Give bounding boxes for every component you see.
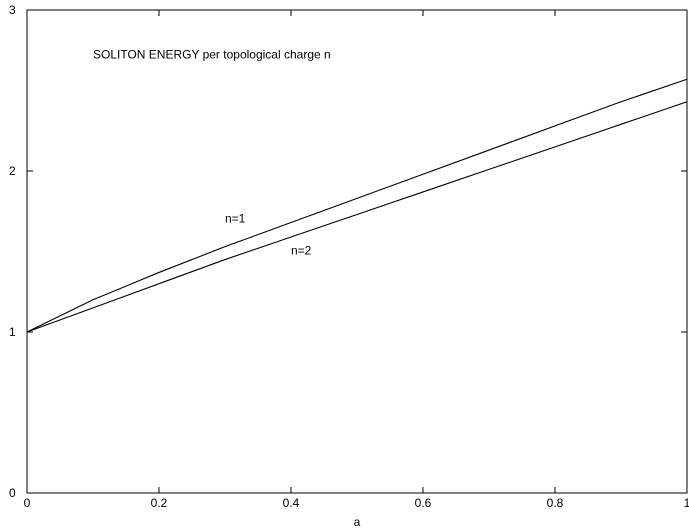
x-tick-label: 0 xyxy=(24,496,31,510)
x-tick-label: 0.4 xyxy=(283,496,300,510)
x-axis-ticks: 0 0.2 0.4 0.6 0.8 1 xyxy=(24,10,689,510)
series-annotation: n=1 xyxy=(225,212,246,226)
x-tick-label: 0.2 xyxy=(151,496,168,510)
y-tick-label: 0 xyxy=(9,486,16,500)
y-tick-label: 3 xyxy=(9,3,16,17)
annotation-layer: SOLITON ENERGY per topological charge n n… xyxy=(93,47,331,257)
plot-frame xyxy=(26,9,688,494)
x-tick-label: 0.8 xyxy=(547,496,564,510)
y-axis-ticks: 0 1 2 3 xyxy=(9,3,687,500)
series-annotation: n=2 xyxy=(291,244,312,258)
series-line-1 xyxy=(26,78,688,333)
x-tick-label: 1 xyxy=(684,496,689,510)
series-line-2 xyxy=(26,101,688,333)
series-layer xyxy=(26,78,688,333)
y-tick-label: 2 xyxy=(9,164,16,178)
x-tick-label: 0.6 xyxy=(415,496,432,510)
y-tick-label: 1 xyxy=(9,325,16,339)
x-axis-label: a xyxy=(354,515,361,529)
chart-annotation-heading: SOLITON ENERGY per topological charge n xyxy=(93,47,331,61)
